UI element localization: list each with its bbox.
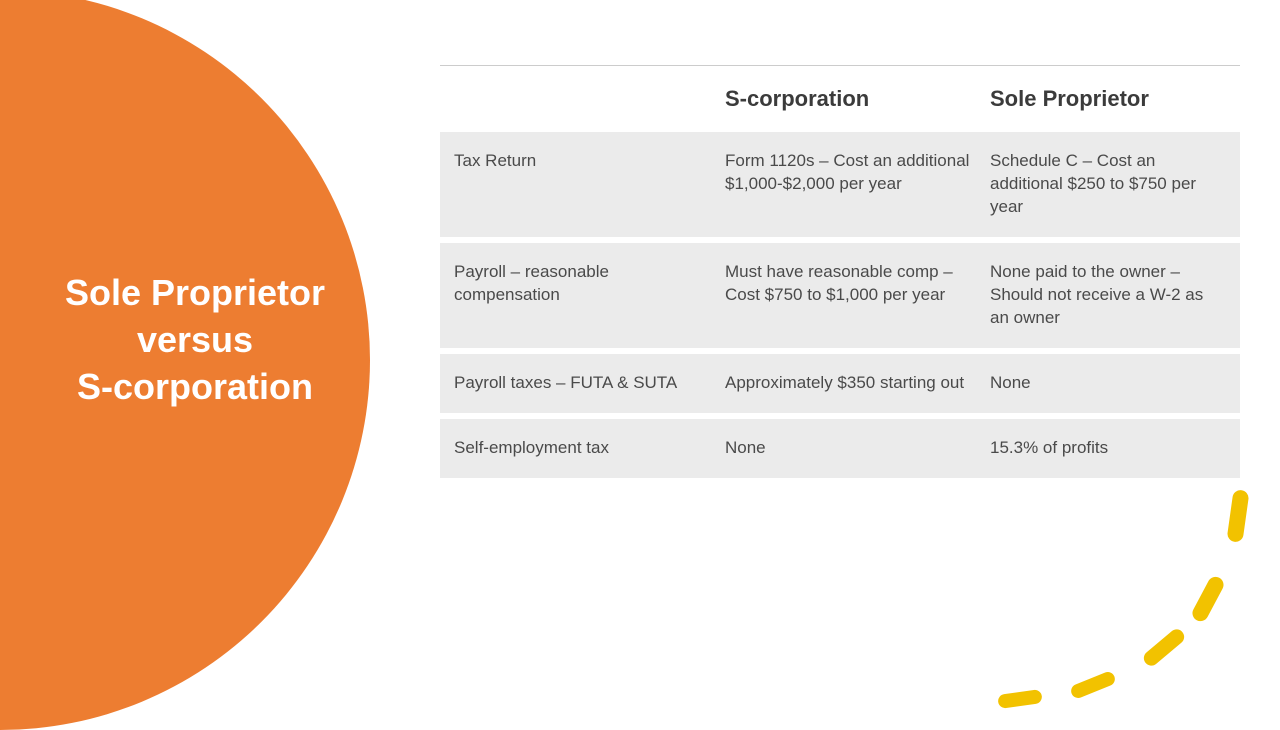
title-line-2: versus [137,319,253,360]
dash-mark [1141,626,1187,668]
header-sole: Sole Proprietor [990,86,1240,112]
dash-mark [1069,670,1117,700]
row-sole: None paid to the owner – Should not rece… [990,261,1240,330]
table-row: Payroll taxes – FUTA & SUTA Approximatel… [440,354,1240,413]
row-label: Tax Return [440,150,725,219]
row-scorp: None [725,437,990,460]
table-row: Tax Return Form 1120s – Cost an addition… [440,132,1240,237]
dash-mark [1190,574,1227,624]
table-row: Payroll – reasonable compensation Must h… [440,243,1240,348]
title-line-3: S-corporation [77,366,313,407]
table-row: Self-employment tax None 15.3% of profit… [440,419,1240,478]
decorative-dashes [930,490,1270,710]
row-scorp: Must have reasonable comp – Cost $750 to… [725,261,990,330]
row-label: Payroll taxes – FUTA & SUTA [440,372,725,395]
table-body: Tax Return Form 1120s – Cost an addition… [440,132,1240,478]
header-empty [440,86,725,112]
row-scorp: Form 1120s – Cost an additional $1,000-$… [725,150,990,219]
dash-mark [1226,489,1249,543]
row-sole: None [990,372,1240,395]
row-scorp: Approximately $350 starting out [725,372,990,395]
comparison-table: S-corporation Sole Proprietor Tax Return… [440,65,1240,478]
row-sole: Schedule C – Cost an additional $250 to … [990,150,1240,219]
title-circle: Sole Proprietor versus S-corporation [0,0,370,730]
header-scorp: S-corporation [725,86,990,112]
row-sole: 15.3% of profits [990,437,1240,460]
dash-mark [997,689,1043,709]
row-label: Self-employment tax [440,437,725,460]
row-label: Payroll – reasonable compensation [440,261,725,330]
title-line-1: Sole Proprietor [65,272,325,313]
slide-title: Sole Proprietor versus S-corporation [40,270,350,410]
table-header-row: S-corporation Sole Proprietor [440,65,1240,132]
